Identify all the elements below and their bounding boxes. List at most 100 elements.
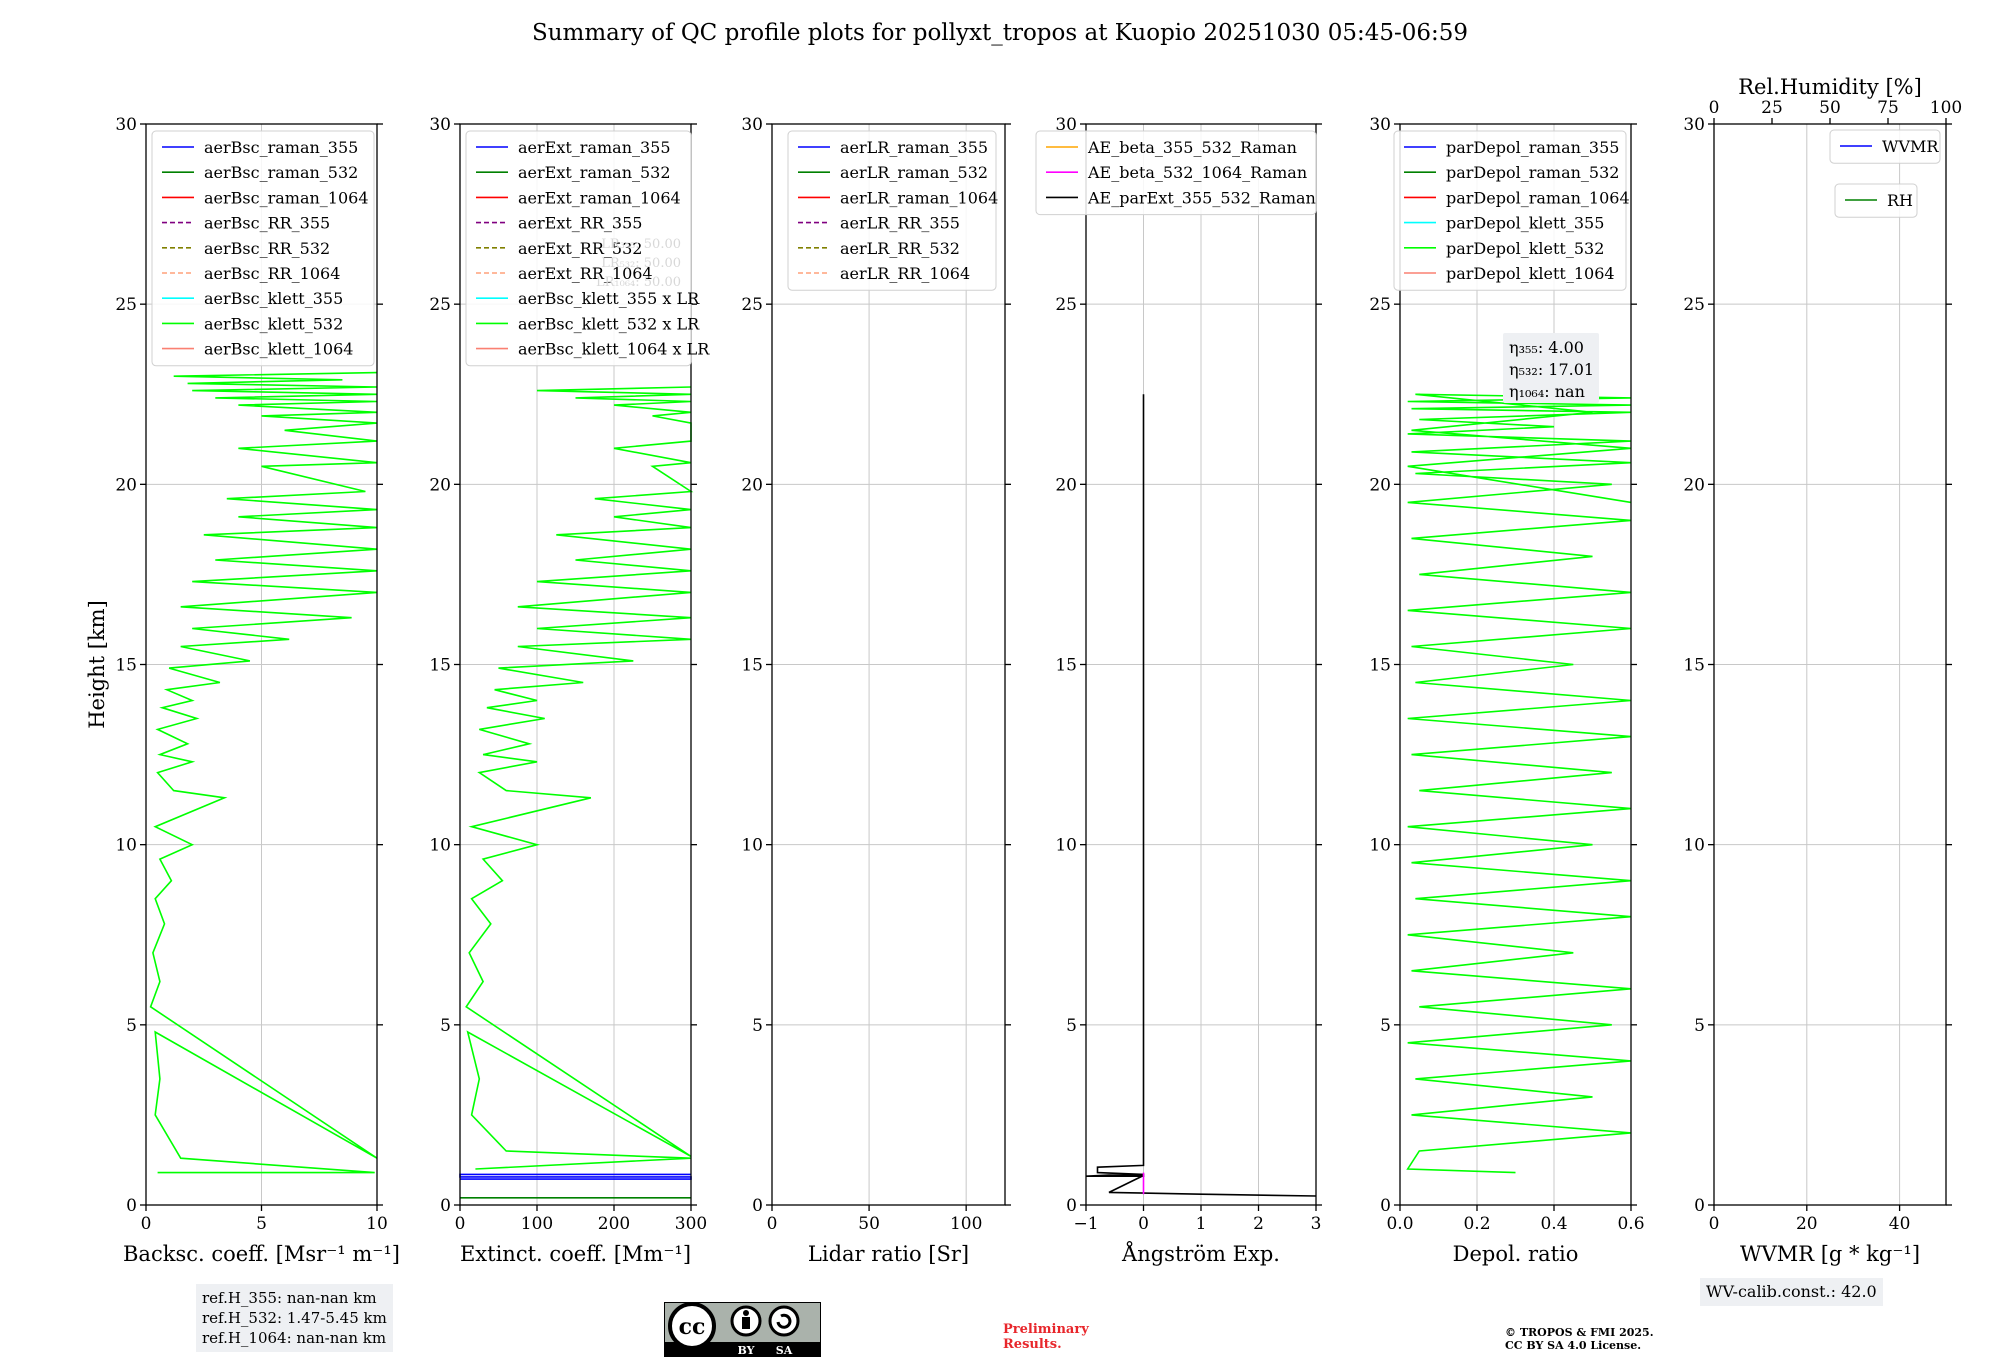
x2-tick-label: 0	[1709, 98, 1720, 118]
legend-label: parDepol_raman_532	[1446, 163, 1619, 182]
legend-label: aerExt_RR_355	[518, 214, 642, 233]
x-axis-label: Backsc. coeff. [Msr⁻¹ m⁻¹]	[123, 1242, 400, 1266]
y-tick-label: 0	[1066, 1196, 1077, 1216]
x-axis-label: Depol. ratio	[1453, 1242, 1579, 1266]
wv-calibration-constant: WV-calib.const.: 42.0	[1706, 1282, 1877, 1301]
eta-annotation-box: η₃₅₅: 4.00 η₅₃₂: 17.01 η₁₀₆₄: nan	[1503, 333, 1599, 403]
legend-box	[465, 130, 692, 367]
x-tick-label: 0.0	[1386, 1214, 1413, 1234]
legend-label: AE_parExt_355_532_Raman	[1087, 188, 1316, 207]
x-tick-label: 1	[1196, 1214, 1207, 1234]
x-tick-label: 50	[858, 1214, 880, 1234]
legend-box	[1829, 129, 1941, 164]
series-aerExt_raman_355	[459, 1173, 692, 1180]
y-tick-label: 10	[1055, 836, 1077, 856]
y-tick-label: 15	[1369, 656, 1391, 676]
x-tick-label: 200	[598, 1214, 630, 1234]
ref-height-1064: ref.H_1064: nan-nan km	[202, 1329, 387, 1347]
y-tick-label: 25	[115, 295, 137, 315]
y-tick-label: 5	[1380, 1016, 1391, 1036]
legend-label: AE_beta_532_1064_Raman	[1087, 163, 1307, 182]
x-tick-label: 3	[1311, 1214, 1322, 1234]
eta-annotation: η₃₅₅: 4.00	[1509, 338, 1584, 357]
y-tick-label: 25	[741, 295, 763, 315]
legend-label: aerBsc_RR_532	[204, 239, 330, 258]
panel-backscatter: 0 5 10 15 20 25 30 0 5 10 Backsc. coeff. [Msr⁻¹ m⁻…	[85, 115, 400, 1266]
copyright-note: © TROPOS & FMI 2025. CC BY SA 4.0 Licens…	[1505, 1326, 1654, 1352]
ref-height-355: ref.H_355: nan-nan km	[202, 1289, 377, 1307]
svg-text:cc: cc	[679, 1314, 706, 1340]
legend-label: aerLR_raman_532	[840, 163, 988, 182]
y-tick-label: 0	[440, 1196, 451, 1216]
legend-label: parDepol_klett_532	[1446, 239, 1604, 258]
legend-label: aerBsc_RR_355	[204, 214, 330, 233]
y-tick-label: 10	[741, 836, 763, 856]
x-tick-label: 5	[256, 1214, 267, 1234]
y-axis-label: Height [km]	[85, 600, 109, 729]
y-tick-label: 25	[1055, 295, 1077, 315]
y-tick-label: 20	[1683, 475, 1705, 495]
legend-label: WVMR	[1882, 137, 1939, 156]
preliminary-note: Preliminary Results.	[1003, 1322, 1089, 1352]
x-tick-label: 0	[141, 1214, 152, 1234]
legend-label: AE_beta_355_532_Raman	[1087, 138, 1297, 157]
x-tick-label: −1	[1073, 1214, 1098, 1234]
y-tick-label: 15	[1055, 656, 1077, 676]
eta-annotation: η₅₃₂: 17.01	[1509, 360, 1594, 379]
y-tick-label: 30	[115, 115, 137, 135]
x-tick-label: 2	[1253, 1214, 1264, 1234]
panel-depolarization: 0 5 10 15 20 25 30 0.0 0.2 0.4 0.6 Depol. ratio parD…	[1369, 115, 1644, 1266]
x-axis-label: Lidar ratio [Sr]	[808, 1242, 969, 1266]
y-tick-label: 20	[429, 475, 451, 495]
legend-label: parDepol_raman_355	[1446, 138, 1619, 157]
y-tick-label: 0	[1694, 1196, 1705, 1216]
legend-label: aerLR_RR_1064	[840, 264, 970, 283]
legend-box	[151, 130, 375, 367]
x-tick-label: 0.4	[1540, 1214, 1567, 1234]
legend-label: aerBsc_klett_532	[204, 314, 343, 333]
legend-label: RH	[1887, 191, 1913, 210]
y-tick-label: 30	[1055, 115, 1077, 135]
lidar-ratio-annotation: LR₅₃₂: 50.00	[601, 256, 681, 271]
y-tick-label: 10	[115, 836, 137, 856]
cc-sa-label: SA	[776, 1344, 793, 1357]
y-tick-label: 30	[741, 115, 763, 135]
legend-label: aerBsc_klett_532 x LR	[518, 314, 700, 333]
preliminary-line-2: Results.	[1003, 1337, 1062, 1352]
legend-box	[787, 130, 997, 291]
y-tick-label: 15	[429, 656, 451, 676]
y-tick-label: 0	[126, 1196, 137, 1216]
reference-height-box: ref.H_355: nan-nan km ref.H_532: 1.47-5.…	[196, 1284, 393, 1352]
y-tick-label: 25	[429, 295, 451, 315]
x-tick-label: 0	[767, 1214, 778, 1234]
legend-label: parDepol_raman_1064	[1446, 188, 1630, 207]
y-tick-label: 15	[741, 656, 763, 676]
y-tick-label: 5	[752, 1016, 763, 1036]
x-tick-label: 100	[521, 1214, 553, 1234]
y-tick-label: 15	[1683, 656, 1705, 676]
legend-label: aerLR_RR_355	[840, 214, 960, 233]
legend-label: aerBsc_klett_1064	[204, 340, 353, 359]
preliminary-line-1: Preliminary	[1003, 1322, 1089, 1337]
legend-box	[1393, 130, 1627, 291]
y-tick-label: 15	[115, 656, 137, 676]
x2-tick-label: 75	[1877, 98, 1899, 118]
eta-box-background	[1503, 333, 1599, 403]
copyright-line-1: © TROPOS & FMI 2025.	[1505, 1326, 1654, 1339]
x-tick-label: 300	[675, 1214, 707, 1234]
y-tick-label: 5	[1066, 1016, 1077, 1036]
page-title: Summary of QC profile plots for pollyxt_…	[531, 20, 1469, 46]
x-tick-label: 100	[950, 1214, 982, 1234]
legend-label: parDepol_klett_1064	[1446, 264, 1615, 283]
legend-box	[1035, 130, 1317, 216]
x-tick-label: 20	[1796, 1214, 1818, 1234]
x-tick-label: 40	[1889, 1214, 1911, 1234]
series-AE_parExt_355_532_Raman	[1085, 394, 1317, 1197]
legend-label: aerBsc_raman_1064	[204, 188, 369, 207]
legend-label: aerExt_raman_1064	[518, 188, 681, 207]
legend-label: aerExt_raman_355	[518, 138, 671, 157]
x-tick-label: 0.2	[1463, 1214, 1490, 1234]
